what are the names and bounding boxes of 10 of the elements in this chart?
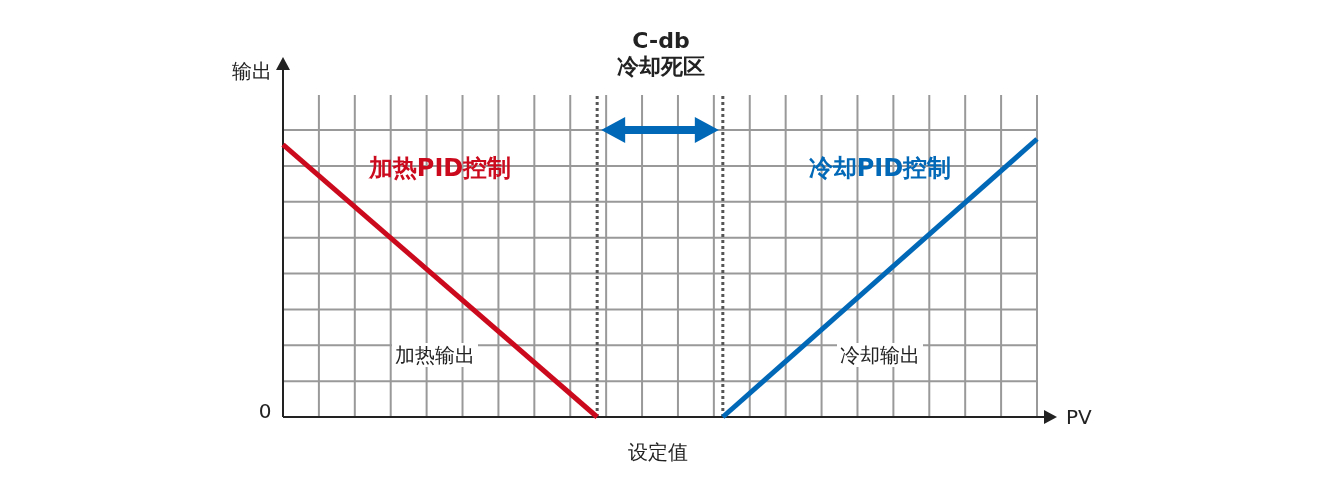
text: C-db <box>632 28 690 53</box>
series-label: 冷却PID控制 <box>808 154 952 182</box>
annotation: 冷却输出 <box>840 343 920 367</box>
text: 冷却死区 <box>617 54 705 79</box>
y-axis-title: 输出 <box>232 59 272 83</box>
x-axis-title: PV <box>1066 405 1093 429</box>
text: 设定值 <box>628 440 688 464</box>
text: 0 <box>258 399 272 423</box>
annotation: 加热输出 <box>395 343 475 367</box>
series-label: 加热PID控制 <box>367 154 512 182</box>
